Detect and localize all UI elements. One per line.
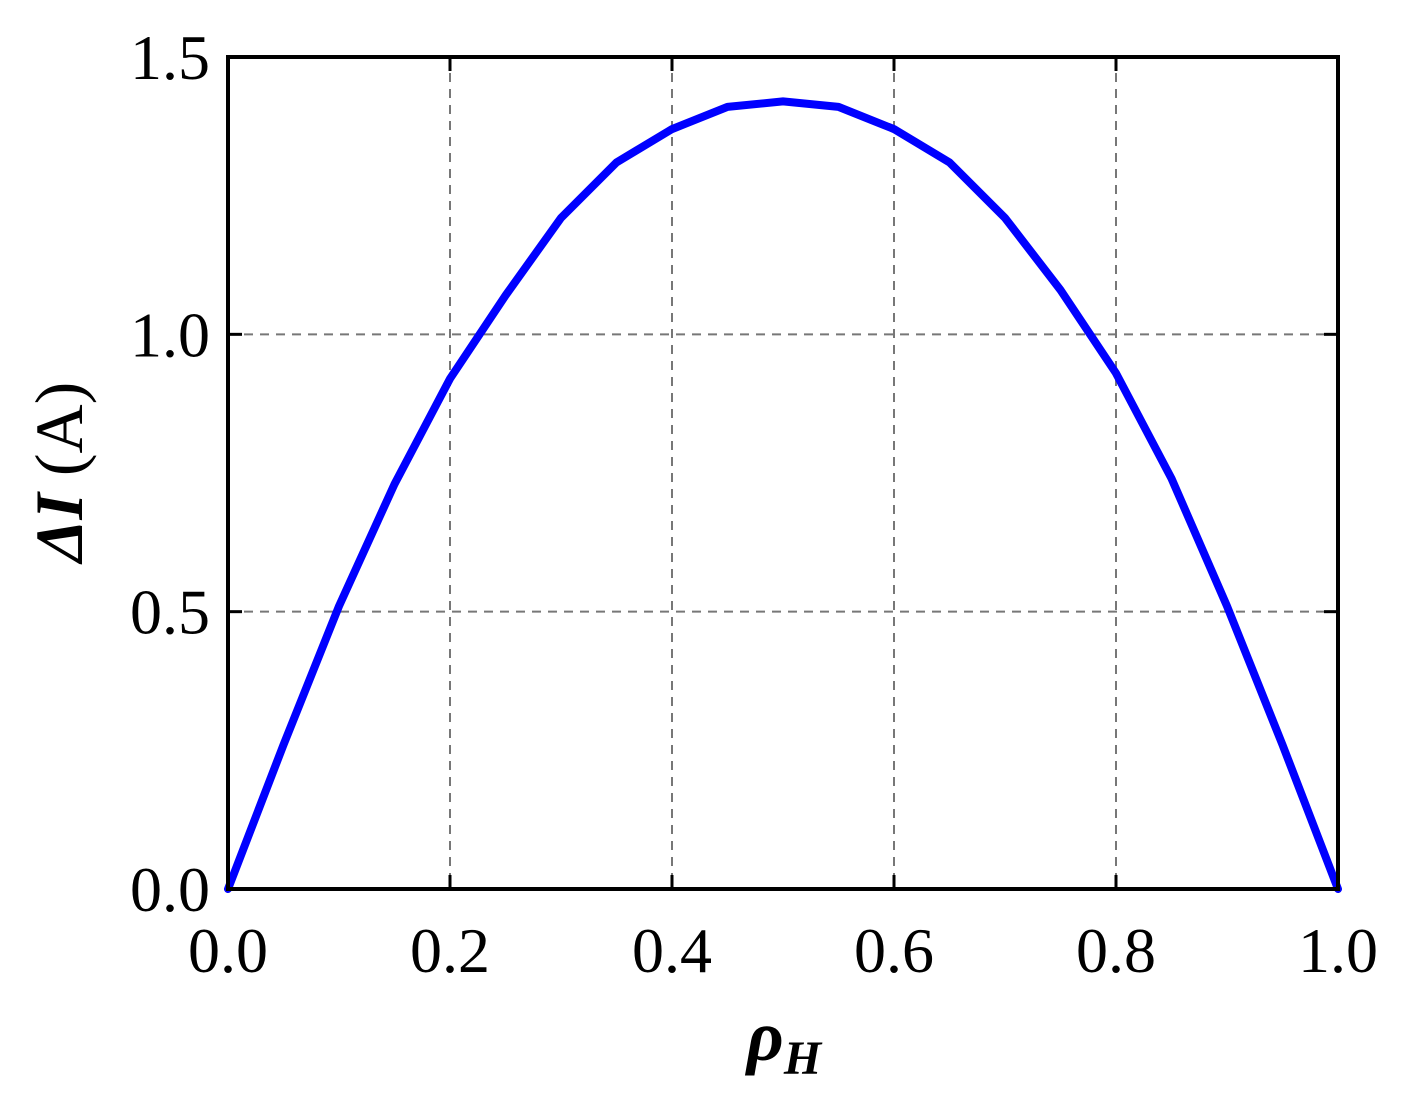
- y-tick-label: 0.5: [130, 577, 210, 648]
- plot-frame: [226, 55, 1340, 891]
- x-axis-title: ρH: [745, 996, 823, 1085]
- y-tick-labels: 0.0 0.5 1.0 1.5: [130, 22, 210, 925]
- x-tick-label: 0.8: [1076, 915, 1156, 986]
- x-tick-label: 0.6: [854, 915, 934, 986]
- y-tick-label: 0.0: [130, 854, 210, 925]
- x-tick-labels: 0.0 0.2 0.4 0.6 0.8 1.0: [188, 915, 1378, 986]
- tick-marks: [226, 55, 1340, 891]
- grid-lines: [228, 57, 1338, 889]
- x-tick-label: 0.0: [188, 915, 268, 986]
- y-axis-title: ΔI (A): [21, 382, 97, 566]
- y-axis-title-unit: (A): [21, 382, 97, 476]
- series-layer: [224, 97, 1342, 893]
- x-axis-title-sub: H: [783, 1032, 823, 1085]
- y-axis-title-main: ΔI: [21, 491, 97, 566]
- y-tick-label: 1.5: [130, 22, 210, 93]
- x-tick-label: 1.0: [1298, 915, 1378, 986]
- x-tick-label: 0.2: [410, 915, 490, 986]
- x-axis-title-main: ρ: [745, 996, 784, 1076]
- x-tick-label: 0.4: [632, 915, 712, 986]
- series-line: [224, 97, 1342, 893]
- y-tick-label: 1.0: [130, 299, 210, 370]
